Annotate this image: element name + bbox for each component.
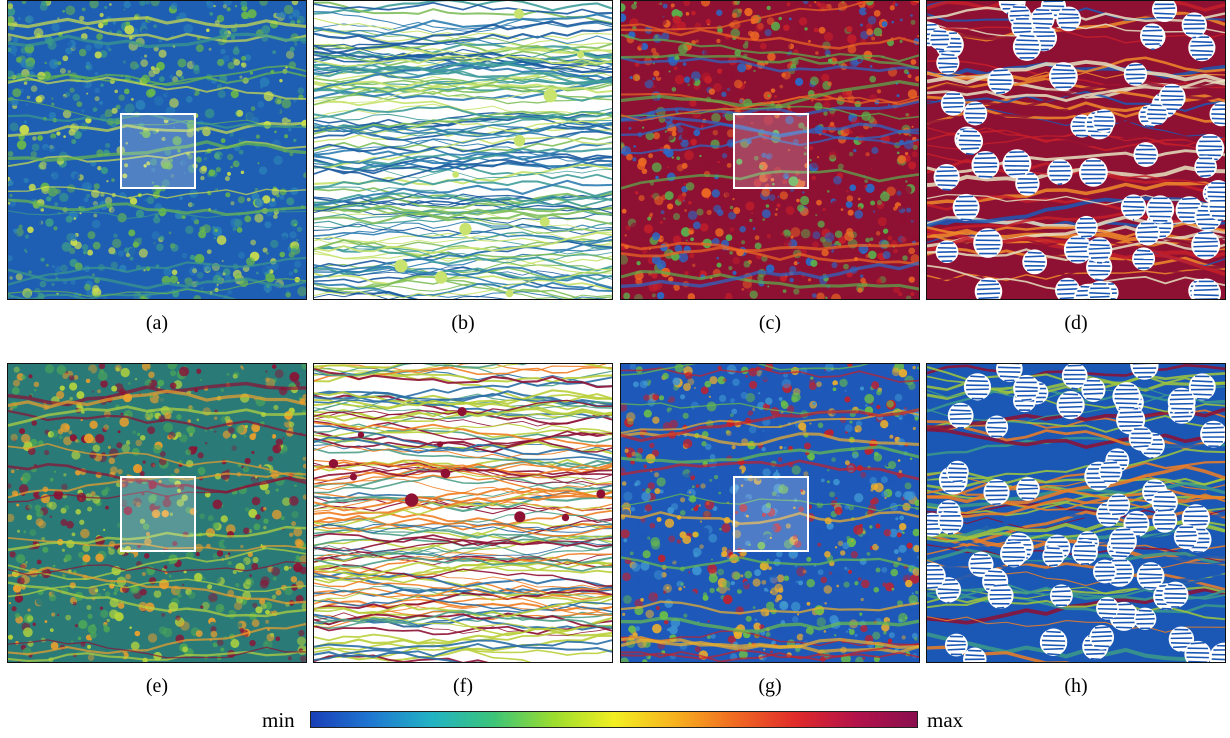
panel-f xyxy=(313,363,613,663)
panel-a xyxy=(7,0,307,300)
panel-h-image xyxy=(927,364,1225,662)
panel-a-image xyxy=(8,1,306,299)
panel-e-image xyxy=(8,364,306,662)
panel-f-caption: (f) xyxy=(453,675,473,697)
panel-a-caption: (a) xyxy=(145,312,169,334)
panel-e-caption: (e) xyxy=(145,675,169,697)
panel-c xyxy=(620,0,920,300)
colorbar-max-label: max xyxy=(927,708,964,732)
panel-a-zoom-region xyxy=(120,113,196,189)
panel-g-zoom-region xyxy=(733,476,809,552)
panel-g xyxy=(620,363,920,663)
panel-c-caption: (c) xyxy=(758,312,782,334)
colorbar xyxy=(310,711,918,728)
panel-h xyxy=(926,363,1226,663)
panel-d xyxy=(926,0,1226,300)
panel-f-image xyxy=(314,364,612,662)
panel-d-caption: (d) xyxy=(1064,312,1088,334)
panel-d-image xyxy=(927,1,1225,299)
panel-b-image xyxy=(314,1,612,299)
panel-g-image xyxy=(621,364,919,662)
panel-g-caption: (g) xyxy=(758,675,782,697)
colorbar-min-label: min xyxy=(262,708,295,732)
panel-e-zoom-region xyxy=(120,476,196,552)
panel-b xyxy=(313,0,613,300)
panel-e xyxy=(7,363,307,663)
panel-c-image xyxy=(621,1,919,299)
panel-c-zoom-region xyxy=(733,113,809,189)
panel-h-caption: (h) xyxy=(1064,675,1088,697)
panel-b-caption: (b) xyxy=(451,312,475,334)
